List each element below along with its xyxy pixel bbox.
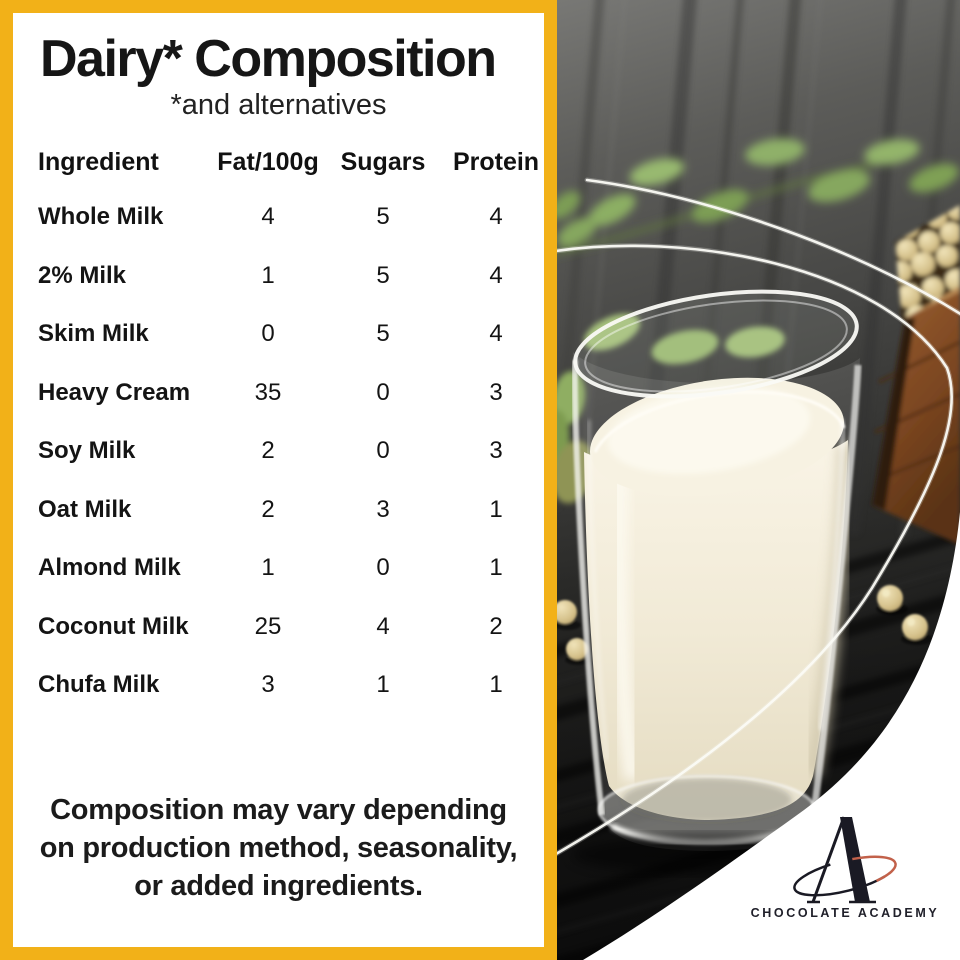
brand-logo: CHOCOLATE ACADEMY bbox=[751, 816, 940, 920]
cell-fat: 2 bbox=[261, 495, 275, 523]
cell-fat: 25 bbox=[254, 612, 282, 640]
cell-fat: 35 bbox=[254, 378, 282, 406]
table-row: 2% Milk 1 5 4 bbox=[26, 247, 531, 306]
cell-sugars: 0 bbox=[376, 378, 390, 406]
cell-protein: 1 bbox=[489, 554, 503, 582]
cell-ingredient: Heavy Cream bbox=[38, 378, 191, 406]
white-swoosh-lines bbox=[557, 177, 960, 857]
page-title: Dairy* Composition bbox=[40, 30, 497, 88]
cell-ingredient: Soy Milk bbox=[38, 437, 136, 465]
cell-protein: 4 bbox=[489, 261, 503, 289]
cell-protein: 1 bbox=[489, 671, 503, 699]
cell-protein: 4 bbox=[489, 203, 503, 231]
cell-sugars: 5 bbox=[376, 320, 390, 348]
table-header-row: Ingredient Fat/100g Sugars Protein bbox=[26, 136, 539, 188]
cell-protein: 3 bbox=[489, 378, 503, 406]
cell-sugars: 0 bbox=[376, 437, 390, 465]
cell-ingredient: 2% Milk bbox=[38, 261, 127, 289]
milk-photo-illustration: CHOCOLATE ACADEMY bbox=[557, 0, 960, 960]
column-header-sugars: Sugars bbox=[340, 147, 426, 176]
cell-sugars: 0 bbox=[376, 554, 390, 582]
composition-table: Ingredient Fat/100g Sugars Protein Whole… bbox=[26, 136, 539, 715]
cell-protein: 4 bbox=[489, 320, 503, 348]
brand-a-mark bbox=[793, 816, 897, 904]
cell-protein: 2 bbox=[489, 612, 503, 640]
cell-sugars: 3 bbox=[376, 495, 390, 523]
cell-protein: 3 bbox=[489, 437, 503, 465]
cell-fat: 4 bbox=[261, 203, 275, 231]
cell-ingredient: Skim Milk bbox=[38, 320, 149, 348]
cell-sugars: 4 bbox=[376, 612, 390, 640]
card-content: Dairy* Composition *and alternatives Ing… bbox=[13, 13, 544, 947]
disclaimer-line: Composition may vary depending bbox=[50, 794, 507, 826]
cell-sugars: 5 bbox=[376, 261, 390, 289]
disclaimer-line: on production method, seasonality, bbox=[39, 832, 518, 864]
soybean-box bbox=[872, 205, 960, 545]
corner-cut-white bbox=[583, 512, 960, 960]
cell-fat: 3 bbox=[261, 671, 275, 699]
disclaimer-line: or added ingredients. bbox=[134, 870, 423, 902]
table-row: Almond Milk 1 0 1 bbox=[26, 539, 531, 598]
table-rows: Whole Milk 4 5 4 2% Milk 1 5 4 Skim Milk… bbox=[26, 188, 531, 715]
milk-glass bbox=[571, 289, 862, 874]
table-row: Chufa Milk 3 1 1 bbox=[26, 656, 531, 715]
cell-sugars: 1 bbox=[376, 671, 390, 699]
cell-ingredient: Whole Milk bbox=[38, 203, 164, 231]
cell-ingredient: Chufa Milk bbox=[38, 671, 160, 699]
table-row: Heavy Cream 35 0 3 bbox=[26, 364, 531, 423]
white-curve-2 bbox=[557, 244, 954, 855]
disclaimer-note: Composition may vary depending on produc… bbox=[26, 791, 531, 905]
column-header-protein: Protein bbox=[452, 147, 540, 176]
milk-body bbox=[584, 440, 848, 820]
milk-photo-panel: CHOCOLATE ACADEMY bbox=[557, 0, 960, 960]
cell-fat: 1 bbox=[261, 261, 275, 289]
cell-ingredient: Coconut Milk bbox=[38, 612, 189, 640]
table-row: Coconut Milk 25 4 2 bbox=[26, 598, 531, 657]
white-curve-1 bbox=[585, 178, 960, 316]
cell-fat: 1 bbox=[261, 554, 275, 582]
table-row: Oat Milk 2 3 1 bbox=[26, 481, 531, 540]
cell-ingredient: Oat Milk bbox=[38, 495, 132, 523]
cell-protein: 1 bbox=[489, 495, 503, 523]
cell-fat: 2 bbox=[261, 437, 275, 465]
dairy-composition-card: Dairy* Composition *and alternatives Ing… bbox=[0, 0, 557, 960]
column-header-ingredient: Ingredient bbox=[38, 147, 159, 176]
cell-sugars: 5 bbox=[376, 203, 390, 231]
loose-soybeans bbox=[557, 585, 933, 665]
table-row: Soy Milk 2 0 3 bbox=[26, 422, 531, 481]
cell-fat: 0 bbox=[261, 320, 275, 348]
column-header-fat: Fat/100g bbox=[217, 147, 319, 176]
glass-rim bbox=[573, 289, 859, 399]
brand-wordmark: CHOCOLATE ACADEMY bbox=[751, 906, 940, 920]
table-row: Skim Milk 0 5 4 bbox=[26, 305, 531, 364]
table-row: Whole Milk 4 5 4 bbox=[26, 188, 531, 247]
cell-ingredient: Almond Milk bbox=[38, 554, 181, 582]
page-subtitle: *and alternatives bbox=[170, 89, 387, 122]
soy-leaves bbox=[557, 138, 959, 255]
